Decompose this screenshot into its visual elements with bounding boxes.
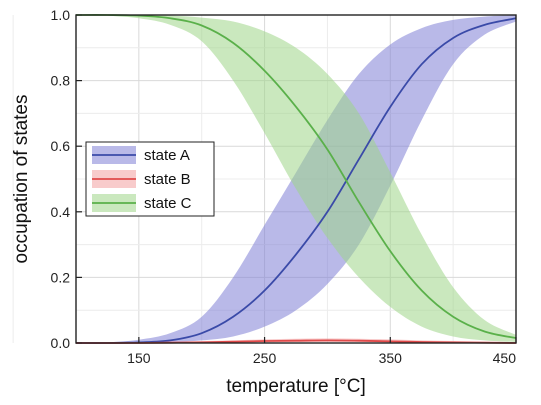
axis-ticks: 150 250 350 450 0.0 0.2 0.4 0.6 0.8 1.0 bbox=[51, 7, 517, 366]
x-tick-label: 350 bbox=[379, 350, 403, 366]
y-axis-title: occupation of states bbox=[11, 95, 32, 264]
x-axis-title: temperature [°C] bbox=[226, 376, 366, 397]
y-tick-label: 0.2 bbox=[51, 269, 71, 285]
y-tick-label: 0.4 bbox=[51, 204, 71, 220]
legend-label-state-a: state A bbox=[144, 147, 190, 164]
legend-label-state-c: state C bbox=[144, 195, 192, 212]
y-tick-label: 0.8 bbox=[51, 73, 71, 89]
y-tick-label: 0.0 bbox=[51, 335, 71, 351]
y-tick-label: 0.6 bbox=[51, 138, 71, 154]
legend-label-state-b: state B bbox=[144, 171, 191, 188]
state-c-line bbox=[75, 14, 517, 339]
state-c-band bbox=[76, 14, 516, 343]
y-tick-label: 1.0 bbox=[51, 7, 71, 23]
x-tick-label: 250 bbox=[253, 350, 277, 366]
legend: state A state B state C bbox=[85, 141, 215, 217]
x-tick-label: 450 bbox=[493, 350, 517, 366]
x-tick-label: 150 bbox=[127, 350, 151, 366]
plot-frame bbox=[75, 14, 517, 344]
